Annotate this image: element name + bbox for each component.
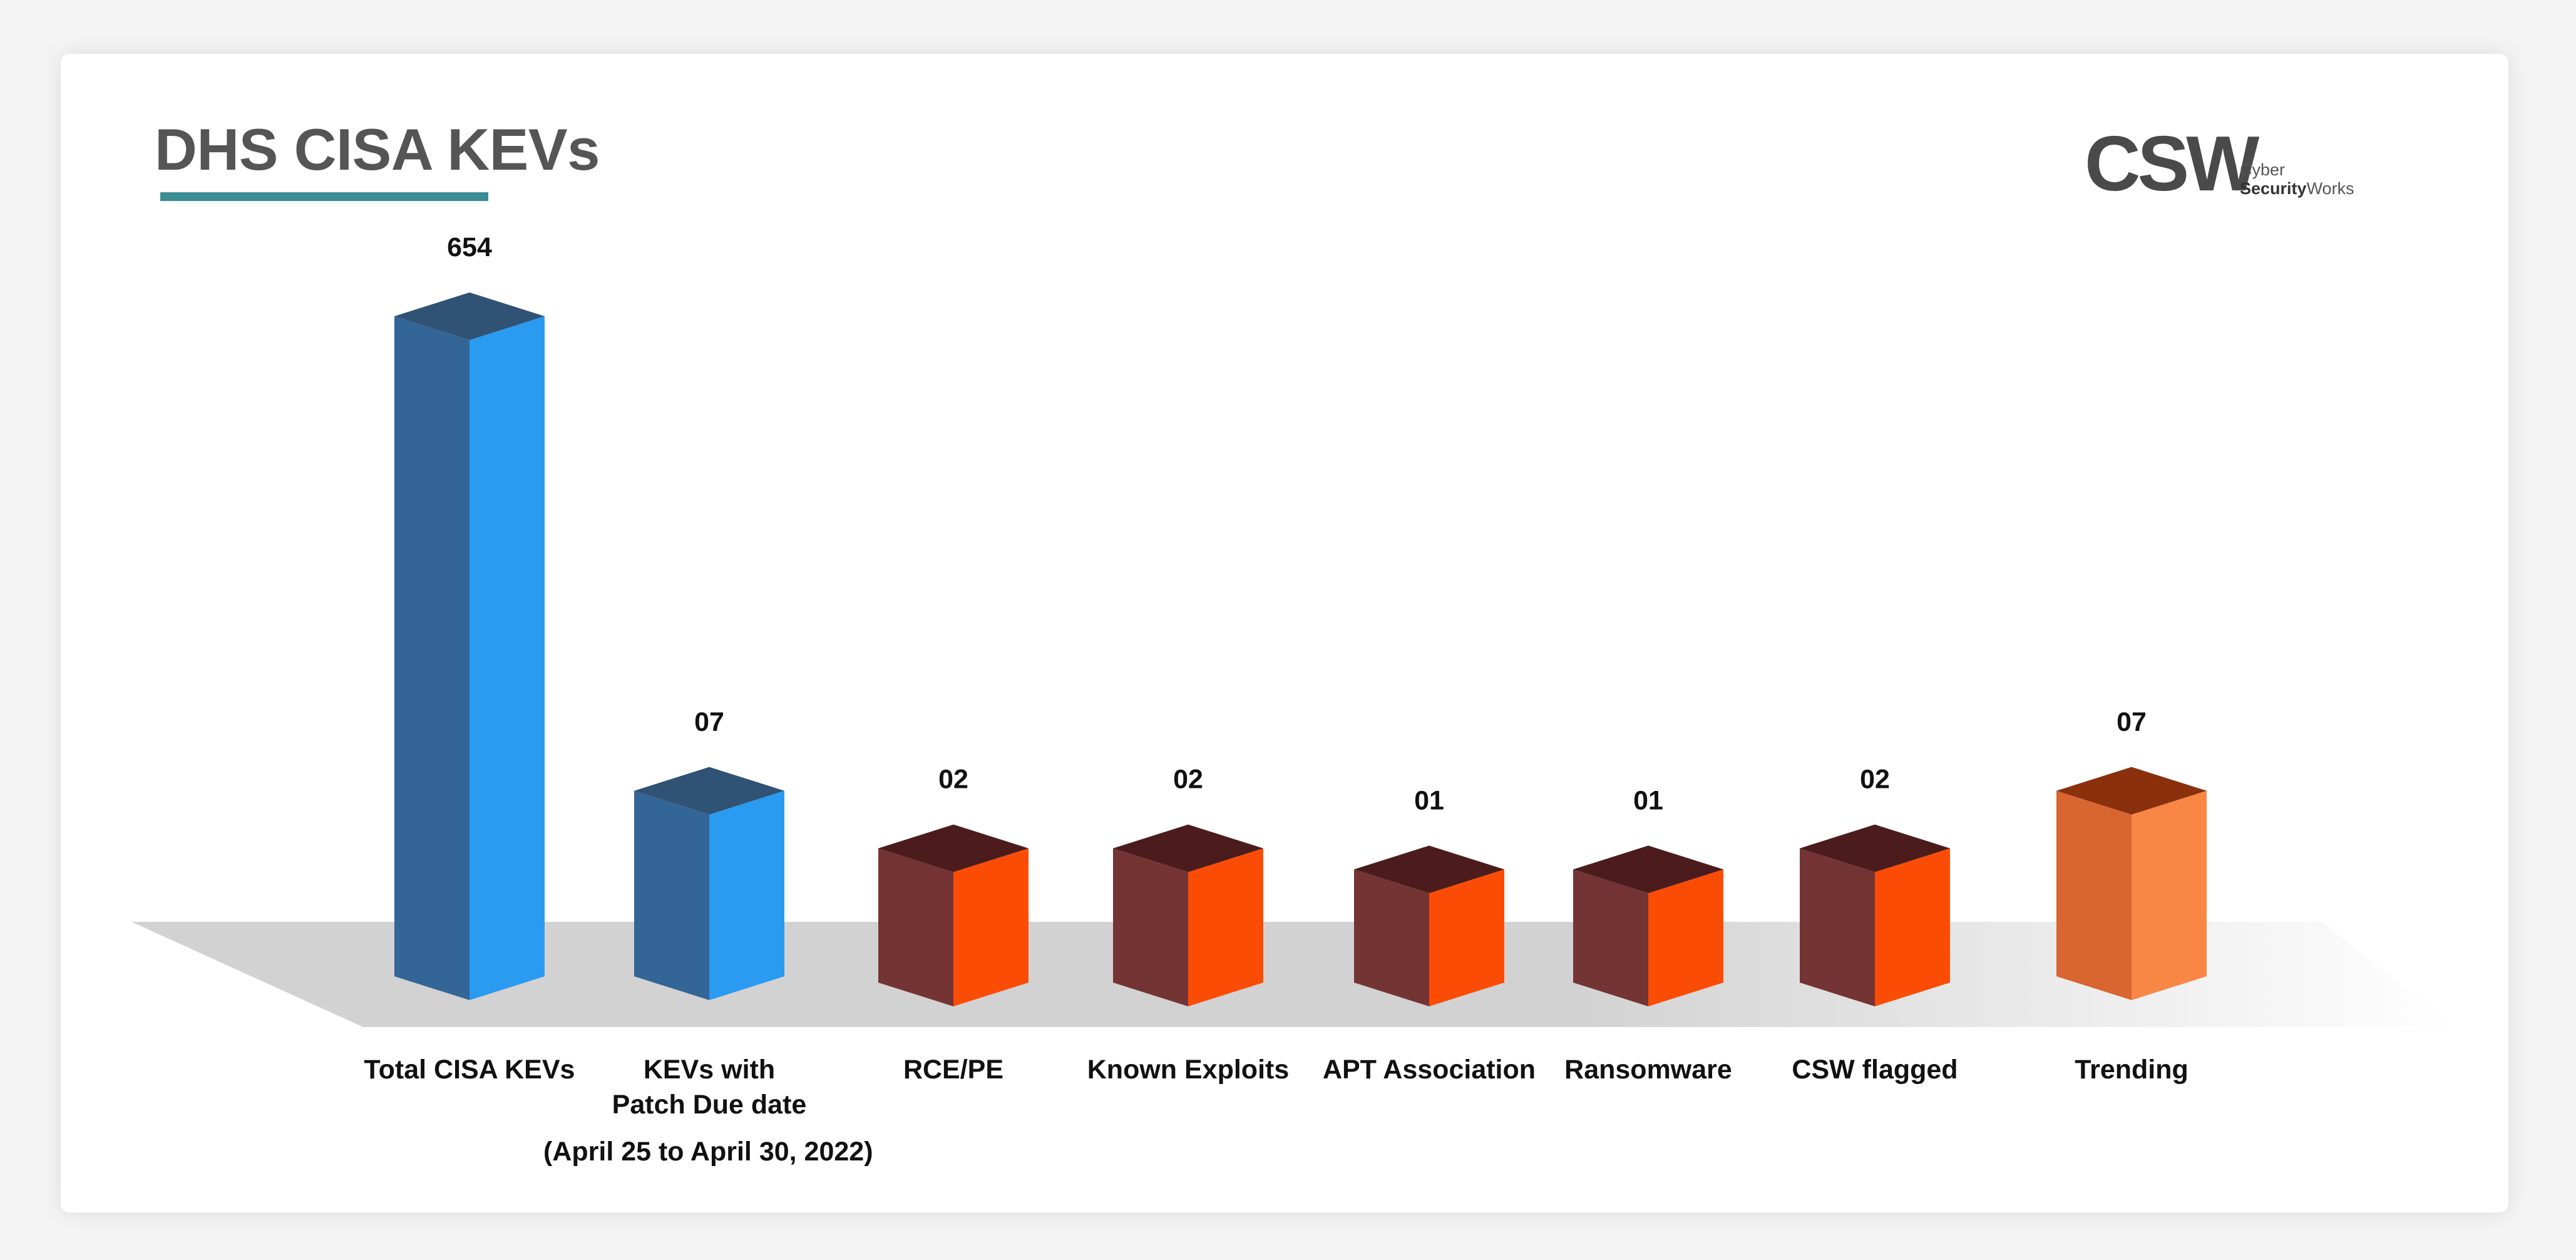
category-label: Known Exploits (1087, 1055, 1290, 1085)
bar-right-face (1188, 848, 1263, 1006)
csw-logo: CSW Cyber SecurityWorks (2085, 125, 2373, 207)
bar (394, 292, 545, 1000)
data-label: 654 (447, 232, 492, 262)
chart-title: DHS CISA KEVs (155, 116, 600, 182)
bar (1800, 824, 1950, 1006)
category-label: RCE/PE (903, 1055, 1003, 1085)
data-label: 02 (1173, 765, 1203, 795)
bar-top-face (2056, 767, 2207, 815)
bar-right-face (1648, 869, 1723, 1006)
bar (634, 767, 784, 1000)
title-underline (160, 192, 488, 201)
date-range-note: (April 25 to April 30, 2022) (543, 1137, 873, 1167)
bar-right-face (470, 316, 545, 1000)
logo-word-works: Works (2306, 179, 2354, 198)
logo-word-security: Security (2240, 179, 2307, 198)
bar-right-face (709, 790, 784, 1000)
data-label: 02 (1860, 765, 1890, 795)
bar-right-face (1875, 848, 1950, 1006)
bar-left-face (1113, 848, 1188, 1006)
logo-line-securityworks: SecurityWorks (2240, 180, 2354, 197)
logo-line-cyber: Cyber (2240, 160, 2286, 179)
bar (1573, 845, 1723, 1006)
bar (2056, 767, 2207, 1000)
bar-top-face (634, 767, 784, 815)
data-label: 02 (938, 765, 968, 795)
logo-mark: CSW (2085, 121, 2259, 207)
bars-group (394, 292, 2207, 1006)
bar (1354, 845, 1504, 1006)
data-label: 07 (694, 707, 724, 737)
bar-left-face (878, 848, 953, 1006)
bar-left-face (1800, 848, 1875, 1006)
bar-right-face (953, 848, 1029, 1006)
category-label: Total CISA KEVs (364, 1055, 575, 1085)
labels-group: 654 Total CISA KEVs 07 KEVs with Patch Due d… (364, 232, 2189, 1120)
data-label: 07 (2117, 707, 2147, 737)
bar-left-face (2056, 790, 2132, 1000)
category-label: Patch Due date (612, 1090, 807, 1120)
bar-left-face (1573, 869, 1648, 1006)
bar-top-face (1354, 845, 1504, 894)
category-label: Ransomware (1564, 1055, 1732, 1085)
category-label: APT Association (1323, 1055, 1536, 1085)
data-label: 01 (1633, 785, 1663, 815)
bar-top-face (1113, 824, 1263, 872)
bar-top-face (878, 824, 1029, 872)
bar-left-face (634, 790, 709, 1000)
category-label: CSW flagged (1792, 1055, 1958, 1085)
category-label: KEVs with (644, 1055, 775, 1085)
bar-left-face (1354, 869, 1429, 1006)
bar-top-face (1573, 845, 1723, 894)
bar-top-face (394, 292, 545, 340)
bar-right-face (2132, 790, 2207, 1000)
bar (1113, 824, 1263, 1006)
bar (878, 824, 1029, 1006)
bar-top-face (1800, 824, 1950, 872)
data-label: 01 (1414, 785, 1444, 815)
bar-left-face (394, 316, 470, 1000)
category-label: Trending (2075, 1055, 2189, 1085)
bar-right-face (1429, 869, 1504, 1006)
